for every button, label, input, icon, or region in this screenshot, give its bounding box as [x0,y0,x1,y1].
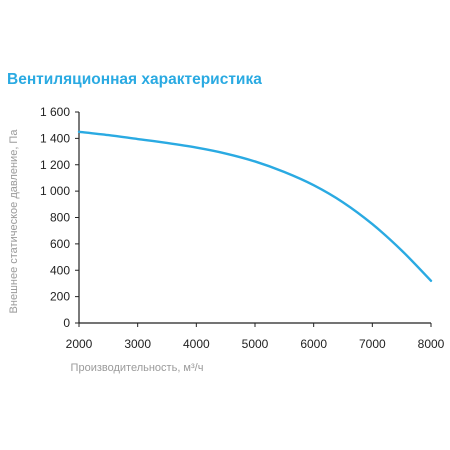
y-tick-label: 600 [50,237,70,251]
y-tick-label: 1 200 [40,158,70,172]
y-tick-label: 1 400 [40,131,70,145]
y-tick-label: 1 600 [40,105,70,119]
x-tick-label: 5000 [242,337,269,351]
x-tick-label: 8000 [418,337,445,351]
y-axis: 0 200 400 600 800 1 000 1 200 1 400 1 600 [40,105,80,330]
x-axis-label: Производительность, м³/ч [71,362,204,374]
x-tick-label: 3000 [124,337,151,351]
x-tick-label: 2000 [66,337,93,351]
y-tick-label: 400 [50,263,70,277]
y-tick-label: 1 000 [40,184,70,198]
x-ticks: 2000 3000 4000 5000 6000 7000 8000 [66,323,445,351]
x-axis: 2000 3000 4000 5000 6000 7000 8000 [66,322,445,351]
y-axis-label: Внешнее статическое давление, Па [8,129,20,314]
x-tick-label: 4000 [183,337,210,351]
y-tick-label: 800 [50,211,70,225]
y-tick-label: 0 [63,316,70,330]
chart-title: Вентиляционная характеристика [7,71,262,88]
x-tick-label: 7000 [359,337,386,351]
y-ticks: 0 200 400 600 800 1 000 1 200 1 400 1 600 [40,105,79,330]
x-tick-label: 6000 [300,337,327,351]
y-tick-label: 200 [50,290,70,304]
series-line [77,130,433,282]
